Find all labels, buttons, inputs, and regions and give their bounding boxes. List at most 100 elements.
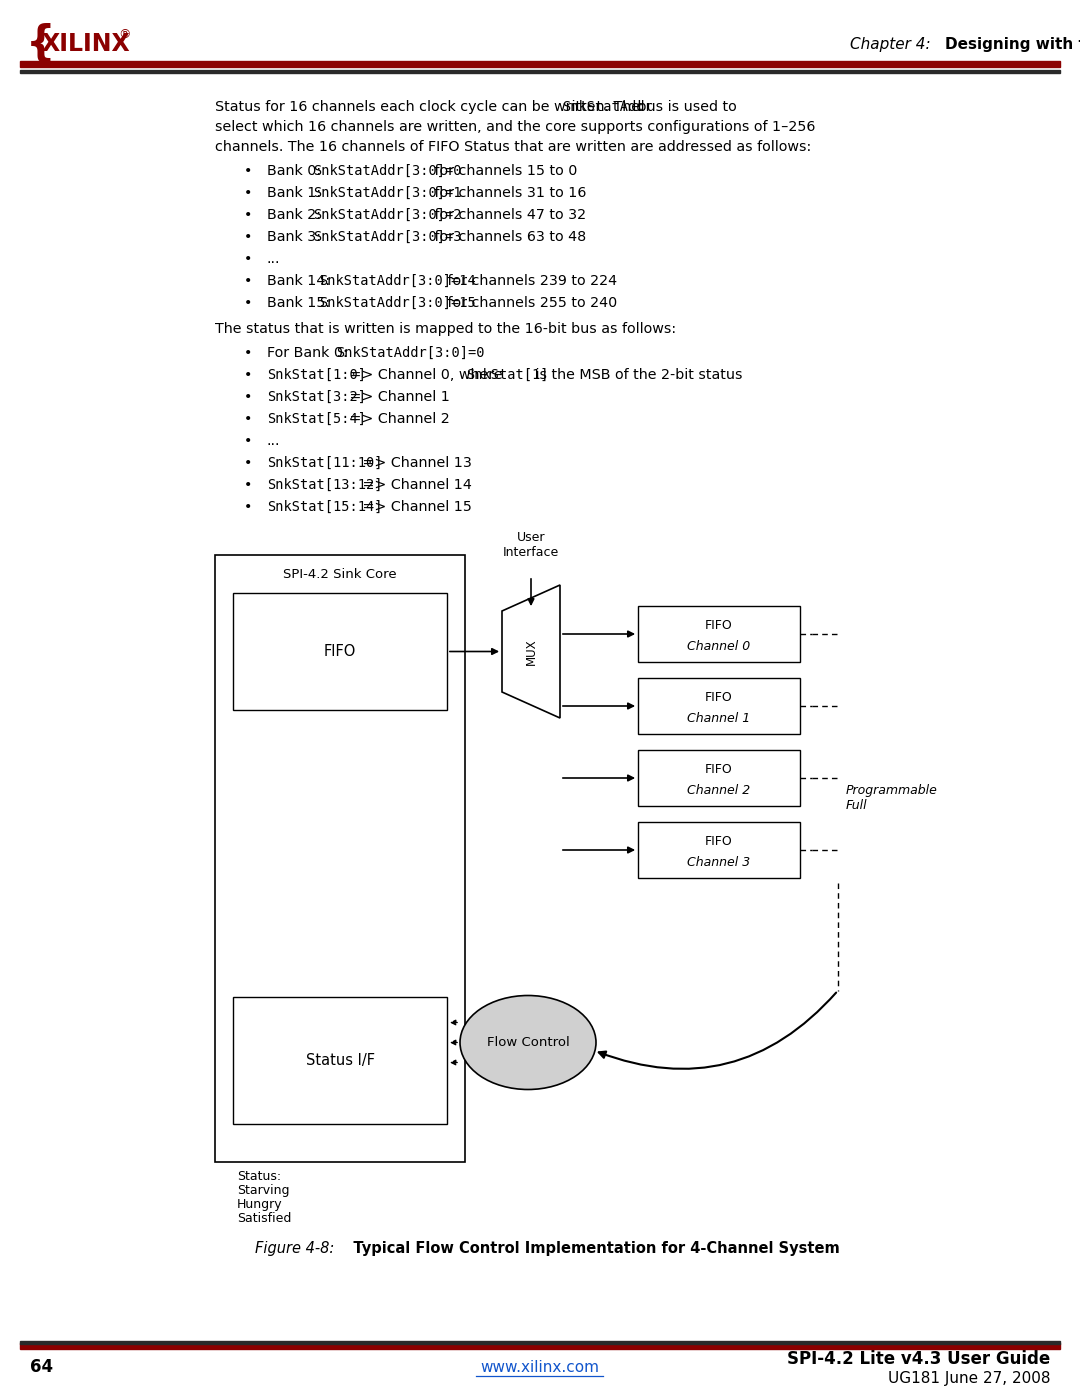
Text: Channel 0: Channel 0 bbox=[687, 640, 751, 652]
Text: Channel 3: Channel 3 bbox=[687, 856, 751, 869]
Text: 64: 64 bbox=[30, 1358, 53, 1376]
Text: SnkStatAddr[3:0]=0: SnkStatAddr[3:0]=0 bbox=[336, 346, 485, 360]
Bar bbox=[638, 678, 800, 733]
Bar bbox=[21, 1341, 1059, 1344]
Text: www.xilinx.com: www.xilinx.com bbox=[481, 1359, 599, 1375]
Text: Figure 4-8:: Figure 4-8: bbox=[255, 1242, 334, 1256]
Polygon shape bbox=[502, 585, 561, 718]
Text: Bank 15:: Bank 15: bbox=[267, 296, 335, 310]
Text: Bank 3:: Bank 3: bbox=[267, 231, 325, 244]
Text: •: • bbox=[244, 390, 253, 404]
Text: Programmable
Full: Programmable Full bbox=[846, 784, 937, 812]
Text: bus is used to: bus is used to bbox=[633, 101, 737, 115]
Text: Status:: Status: bbox=[237, 1171, 281, 1183]
Text: Chapter 4:: Chapter 4: bbox=[850, 36, 931, 52]
Text: SnkStatAddr[3:0]=2: SnkStatAddr[3:0]=2 bbox=[313, 208, 462, 222]
Bar bbox=[21, 70, 1059, 73]
Text: FIFO: FIFO bbox=[705, 619, 733, 631]
Text: •: • bbox=[244, 478, 253, 492]
Text: •: • bbox=[244, 208, 253, 222]
Text: •: • bbox=[244, 434, 253, 448]
Text: for channels 47 to 32: for channels 47 to 32 bbox=[430, 208, 586, 222]
Text: SnkStat[11:10]: SnkStat[11:10] bbox=[267, 455, 382, 469]
Text: •: • bbox=[244, 367, 253, 381]
Bar bbox=[21, 1343, 1059, 1350]
Text: for channels 15 to 0: for channels 15 to 0 bbox=[430, 163, 578, 177]
Text: UG181 June 27, 2008: UG181 June 27, 2008 bbox=[888, 1372, 1050, 1386]
Text: Channel 2: Channel 2 bbox=[687, 784, 751, 796]
Bar bbox=[233, 592, 447, 710]
Text: is the MSB of the 2-bit status: is the MSB of the 2-bit status bbox=[531, 367, 743, 381]
Text: The status that is written is mapped to the 16-bit bus as follows:: The status that is written is mapped to … bbox=[215, 321, 676, 337]
Text: SnkStatAddr[3:0]=15: SnkStatAddr[3:0]=15 bbox=[319, 296, 476, 310]
Text: Status for 16 channels each clock cycle can be written. The: Status for 16 channels each clock cycle … bbox=[215, 101, 645, 115]
Text: •: • bbox=[244, 412, 253, 426]
Text: MUX: MUX bbox=[525, 638, 538, 665]
Ellipse shape bbox=[460, 996, 596, 1090]
Text: Hungry: Hungry bbox=[237, 1199, 283, 1211]
Text: User
Interface: User Interface bbox=[503, 531, 559, 559]
Text: •: • bbox=[244, 296, 253, 310]
Bar bbox=[21, 60, 1059, 67]
Text: Designing with the Core: Designing with the Core bbox=[945, 36, 1080, 52]
Text: channels. The 16 channels of FIFO Status that are written are addressed as follo: channels. The 16 channels of FIFO Status… bbox=[215, 140, 811, 154]
Bar bbox=[638, 750, 800, 806]
Text: FIFO: FIFO bbox=[705, 763, 733, 777]
Text: => Channel 2: => Channel 2 bbox=[345, 412, 449, 426]
Text: •: • bbox=[244, 346, 253, 360]
Text: SnkStat[1]: SnkStat[1] bbox=[467, 367, 549, 381]
Text: For Bank 0:: For Bank 0: bbox=[267, 346, 352, 360]
Text: Flow Control: Flow Control bbox=[487, 1037, 569, 1049]
Bar bbox=[638, 821, 800, 877]
Text: for channels 31 to 16: for channels 31 to 16 bbox=[430, 186, 586, 200]
Text: ®: ® bbox=[118, 28, 131, 42]
Text: SPI-4.2 Lite v4.3 User Guide: SPI-4.2 Lite v4.3 User Guide bbox=[786, 1350, 1050, 1368]
Text: Bank 2:: Bank 2: bbox=[267, 208, 325, 222]
Text: => Channel 13: => Channel 13 bbox=[357, 455, 472, 469]
Bar bbox=[233, 997, 447, 1125]
Text: Starving: Starving bbox=[237, 1185, 289, 1197]
Text: Satisfied: Satisfied bbox=[237, 1213, 292, 1225]
Text: SnkStatAddr[3:0]=1: SnkStatAddr[3:0]=1 bbox=[313, 186, 462, 200]
Text: SnkStat[15:14]: SnkStat[15:14] bbox=[267, 500, 382, 514]
Text: Status I/F: Status I/F bbox=[306, 1053, 375, 1067]
Text: SnkStat[3:2]: SnkStat[3:2] bbox=[267, 390, 366, 404]
Text: for channels 63 to 48: for channels 63 to 48 bbox=[430, 231, 586, 244]
Text: •: • bbox=[244, 455, 253, 469]
Text: for channels 255 to 240: for channels 255 to 240 bbox=[443, 296, 617, 310]
Text: XILINX: XILINX bbox=[42, 32, 131, 56]
Text: SnkStat[13:12]: SnkStat[13:12] bbox=[267, 478, 382, 492]
Text: •: • bbox=[244, 251, 253, 265]
Text: SPI-4.2 Sink Core: SPI-4.2 Sink Core bbox=[283, 569, 396, 581]
Text: select which 16 channels are written, and the core supports configurations of 1–: select which 16 channels are written, an… bbox=[215, 120, 815, 134]
Text: SnkStatAddr[3:0]=0: SnkStatAddr[3:0]=0 bbox=[313, 163, 462, 177]
Text: Bank 14:: Bank 14: bbox=[267, 274, 335, 288]
Text: Typical Flow Control Implementation for 4-Channel System: Typical Flow Control Implementation for … bbox=[338, 1242, 840, 1256]
Text: FIFO: FIFO bbox=[705, 835, 733, 848]
Bar bbox=[215, 555, 465, 1162]
Text: ...: ... bbox=[267, 434, 281, 448]
Text: SnkStat[5:4]: SnkStat[5:4] bbox=[267, 412, 366, 426]
Text: SnkStat[1:0]: SnkStat[1:0] bbox=[267, 367, 366, 381]
Text: => Channel 14: => Channel 14 bbox=[357, 478, 472, 492]
Text: => Channel 15: => Channel 15 bbox=[357, 500, 472, 514]
Text: => Channel 1: => Channel 1 bbox=[345, 390, 450, 404]
Text: SnkStatAddr[3:0]=3: SnkStatAddr[3:0]=3 bbox=[313, 231, 462, 244]
Text: Bank 1:: Bank 1: bbox=[267, 186, 326, 200]
Text: ...: ... bbox=[267, 251, 281, 265]
Text: FIFO: FIFO bbox=[324, 644, 356, 659]
Text: SnkStatAddr: SnkStatAddr bbox=[562, 101, 652, 115]
Text: •: • bbox=[244, 186, 253, 200]
Text: => Channel 0, where: => Channel 0, where bbox=[345, 367, 508, 381]
Text: •: • bbox=[244, 274, 253, 288]
Text: {: { bbox=[26, 22, 56, 66]
Text: •: • bbox=[244, 231, 253, 244]
Text: SnkStatAddr[3:0]=14: SnkStatAddr[3:0]=14 bbox=[319, 274, 476, 288]
Text: Channel 1: Channel 1 bbox=[687, 712, 751, 725]
Text: •: • bbox=[244, 163, 253, 177]
Text: Bank 0:: Bank 0: bbox=[267, 163, 326, 177]
Bar bbox=[638, 606, 800, 662]
Text: for channels 239 to 224: for channels 239 to 224 bbox=[443, 274, 617, 288]
Text: FIFO: FIFO bbox=[705, 692, 733, 704]
Text: •: • bbox=[244, 500, 253, 514]
